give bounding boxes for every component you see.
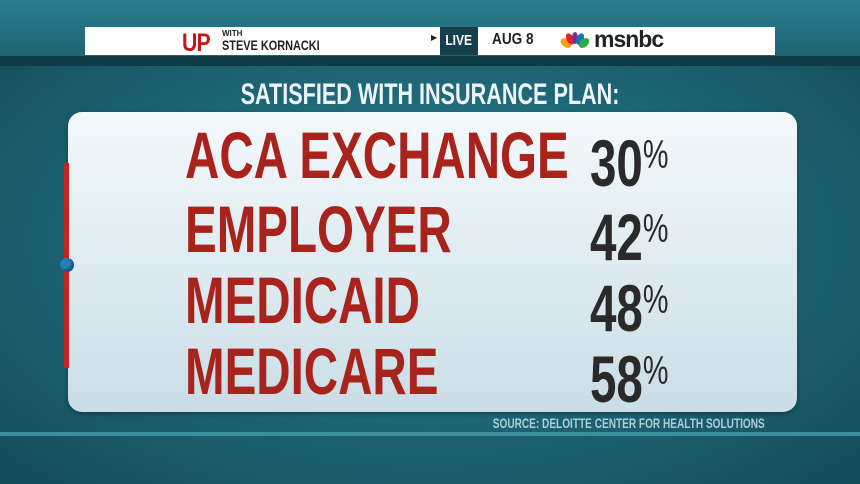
network-logo: msnbc bbox=[594, 26, 664, 52]
row-label: MEDICAID bbox=[185, 263, 420, 337]
table-row: EMPLOYER 42% bbox=[185, 192, 785, 272]
table-row: MEDICAID 48% bbox=[185, 263, 785, 343]
show-logo-up: UP bbox=[182, 29, 211, 57]
live-label: LIVE bbox=[445, 32, 473, 49]
row-value: 30% bbox=[590, 126, 669, 200]
show-host: STEVE KORNACKI bbox=[222, 37, 320, 53]
accent-dot bbox=[60, 258, 74, 272]
banner-shadow bbox=[0, 56, 860, 66]
show-logo-with: WITH bbox=[222, 29, 243, 38]
play-arrow-icon: ▶ bbox=[431, 33, 438, 42]
data-panel bbox=[68, 112, 797, 412]
nbc-peacock-icon bbox=[560, 32, 590, 48]
table-row: ACA EXCHANGE 30% bbox=[185, 118, 785, 198]
row-value: 42% bbox=[590, 200, 669, 274]
table-row: MEDICARE 58% bbox=[185, 334, 785, 414]
row-label: MEDICARE bbox=[185, 334, 439, 408]
source-note: SOURCE: DELOITTE CENTER FOR HEALTH SOLUT… bbox=[493, 415, 765, 431]
broadcast-date: AUG 8 bbox=[492, 31, 534, 48]
row-label: EMPLOYER bbox=[185, 192, 452, 266]
title-text: SATISFIED WITH INSURANCE PLAN: bbox=[240, 78, 620, 111]
show-banner bbox=[85, 27, 775, 55]
bottom-divider bbox=[0, 432, 860, 436]
live-badge: LIVE bbox=[440, 27, 478, 55]
row-value: 58% bbox=[590, 342, 669, 416]
row-label: ACA EXCHANGE bbox=[185, 118, 569, 192]
row-value: 48% bbox=[590, 271, 669, 345]
graphic-title: SATISFIED WITH INSURANCE PLAN: bbox=[0, 78, 860, 112]
